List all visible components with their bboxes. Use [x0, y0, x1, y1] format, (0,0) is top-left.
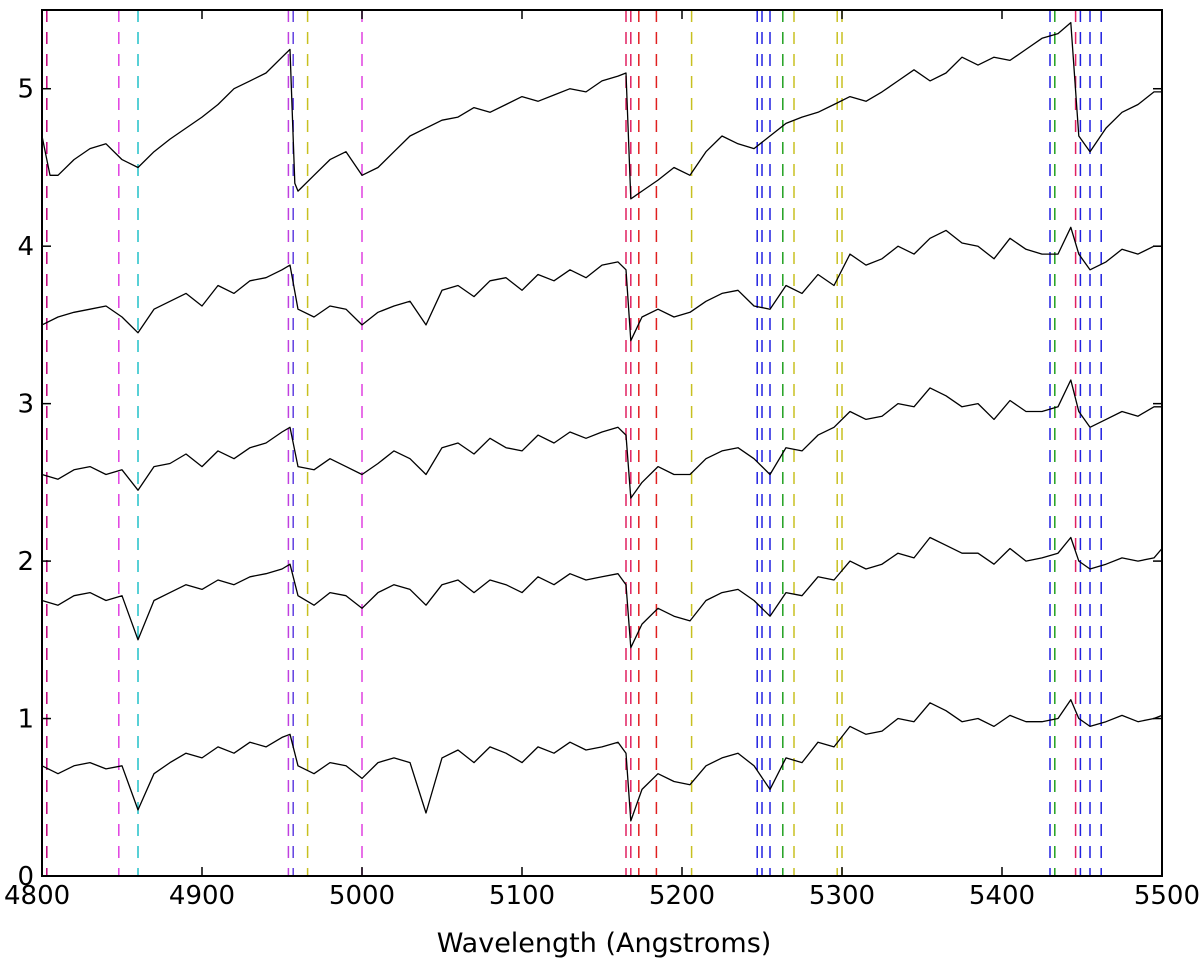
y-tick-label: 4: [17, 232, 34, 262]
x-tick-label: 5300: [809, 881, 875, 911]
x-tick-label: 5000: [329, 881, 395, 911]
spectrum-line-4: [41, 536, 1163, 649]
x-tick-label: 4900: [169, 881, 235, 911]
y-tick-label: 5: [17, 75, 34, 105]
x-tick-label: 5500: [1134, 881, 1200, 911]
spectrum-line-1: [41, 21, 1162, 200]
spectrum-line-3: [41, 379, 1162, 499]
x-tick-label: 4800: [4, 881, 70, 911]
y-axis: 0 1 2 3 4 5: [17, 75, 1162, 892]
x-tick-label: 5200: [649, 881, 715, 911]
y-tick-label: 1: [17, 705, 34, 735]
x-tick-label: 5100: [489, 881, 555, 911]
y-tick-label: 2: [17, 547, 34, 577]
x-axis: 4800 4900 5000 5100 5200 5300 5400 5500: [4, 10, 1200, 911]
spectrum-line-2: [41, 226, 1162, 342]
reference-lines: [46, 10, 1102, 876]
x-tick-label: 5400: [969, 881, 1035, 911]
y-tick-label: 0: [17, 862, 34, 892]
y-tick-label: 3: [17, 390, 34, 420]
x-axis-label: Wavelength (Angstroms): [437, 928, 772, 958]
spectrum-line-5: [41, 699, 1163, 822]
spectra-series: [41, 21, 1163, 822]
plot-area: [41, 9, 1163, 877]
